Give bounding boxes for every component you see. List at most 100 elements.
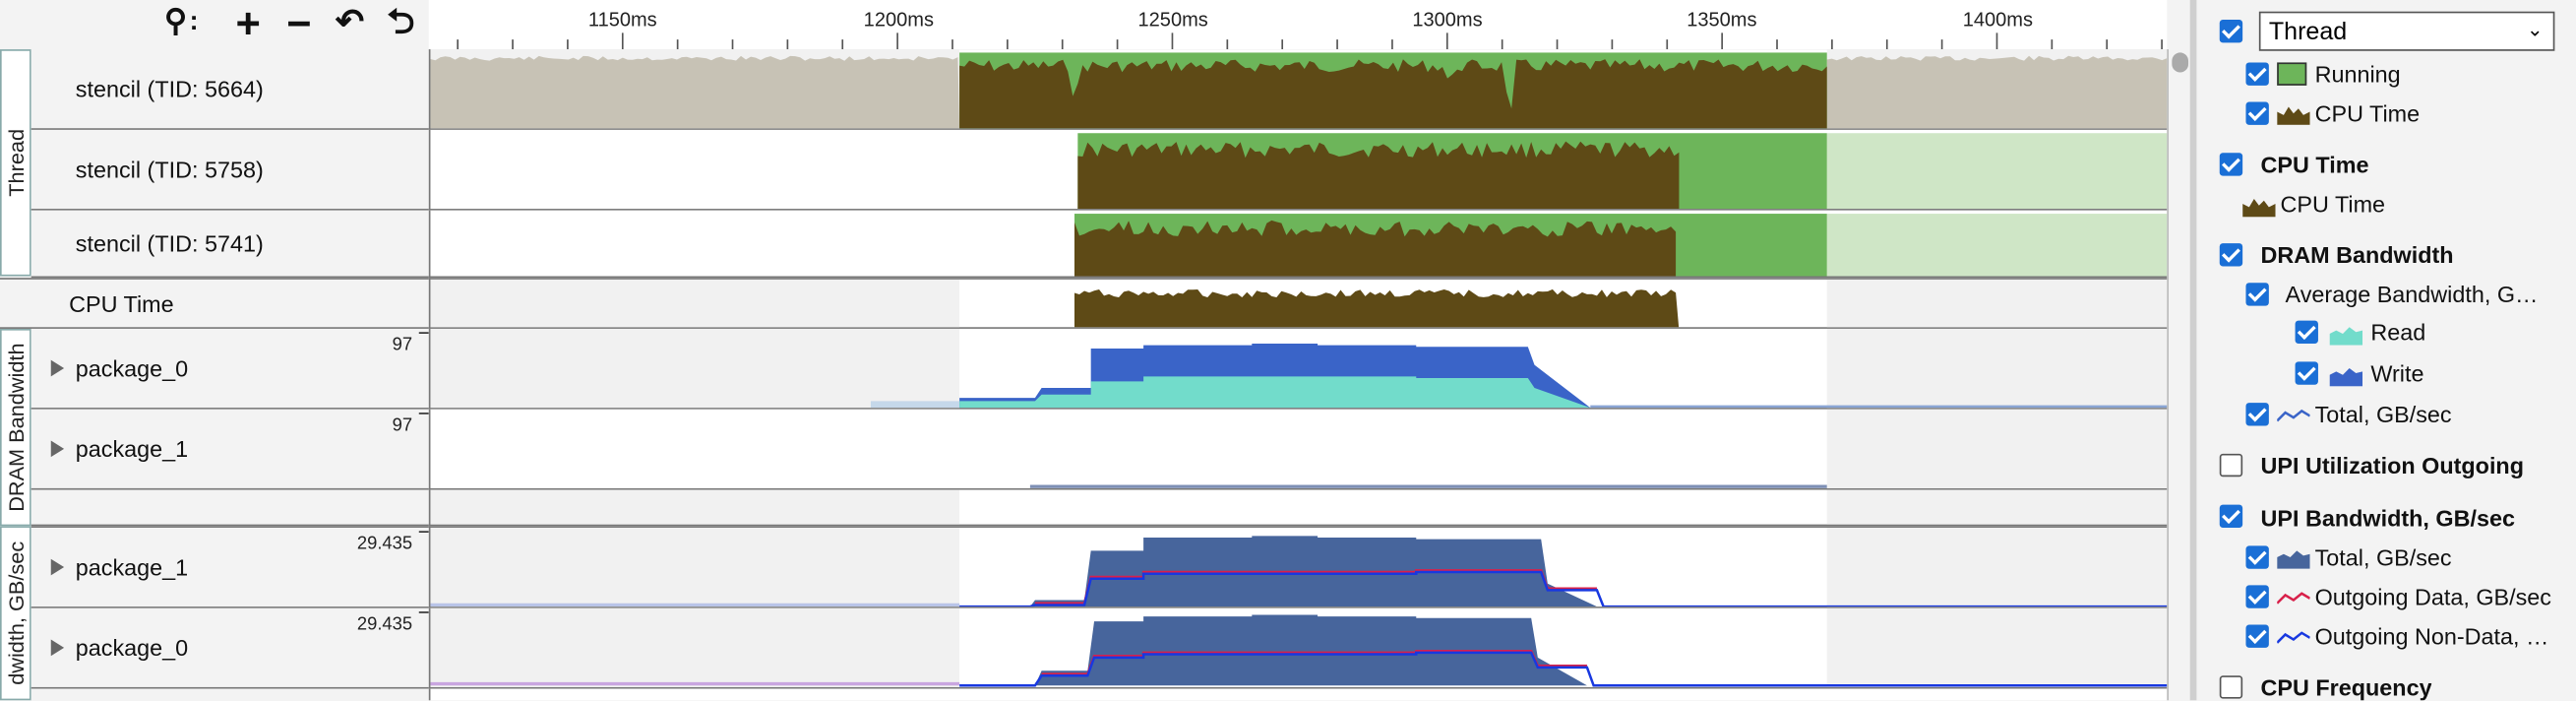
scale-tick: [418, 332, 429, 334]
pre-selection-shade: [430, 527, 960, 607]
track-cpu-time[interactable]: [428, 278, 2168, 329]
zoom-search-icon[interactable]: ⚲: [164, 5, 188, 40]
upi-outgoing-nondata-checkbox[interactable]: [2245, 624, 2269, 648]
post-selection-shade: [1826, 279, 2168, 328]
row-label-text: stencil (TID: 5758): [75, 156, 264, 183]
track-upi-package-0-graph: [430, 607, 2168, 687]
total-dram-checkbox[interactable]: [2245, 403, 2269, 426]
row-label-thread-5758[interactable]: stencil (TID: 5758): [31, 129, 429, 211]
running-checkbox[interactable]: [2245, 62, 2269, 86]
upi-outgoing-data-line-icon: [2277, 592, 2310, 605]
cpu-time-area: [1073, 220, 1677, 277]
row-scale-max: 29.435: [356, 614, 413, 635]
cpu-time-checkbox[interactable]: [2219, 153, 2243, 176]
cpu-time-swatch-icon: [2277, 106, 2310, 125]
upi-outgoing-nondata-line: [959, 651, 2168, 687]
legend-upi-outgoing-data-label: Outgoing Data, GB/sec: [2314, 583, 2551, 610]
upi-outgoing-nondata-line: [959, 570, 2168, 607]
group-upi: dwidth, GB/sec: [0, 526, 31, 701]
avg-bandwidth-checkbox[interactable]: [2245, 283, 2269, 306]
pre-selection-shade: [430, 489, 960, 525]
track-dram-package-0[interactable]: [428, 328, 2168, 410]
ruler-label-1250: 1250ms: [1137, 8, 1208, 32]
track-thread-5758[interactable]: [428, 129, 2168, 211]
legend-avg-bandwidth-label: Average Bandwidth, GB/sec: [2285, 281, 2541, 308]
scale-tick: [418, 531, 429, 533]
running-bar-outside: [1826, 214, 2168, 277]
upi-total-swatch-icon: [2277, 550, 2310, 569]
track-dram-package-1-graph: [1029, 409, 2168, 488]
scale-tick: [418, 413, 429, 414]
track-thread-5741[interactable]: [428, 210, 2168, 279]
thread-grouping-select[interactable]: Thread ⌄: [2258, 11, 2555, 51]
read-swatch-icon: [2329, 327, 2363, 346]
post-selection-shade: [1826, 489, 2168, 525]
track-empty: [428, 489, 2168, 527]
ruler-label-1400: 1400ms: [1962, 8, 2034, 32]
post-selection-shade: [1826, 328, 2168, 409]
post-selection-shade: [1826, 409, 2168, 488]
row-label-dram-package-0[interactable]: package_0 97: [31, 328, 429, 410]
expand-triangle-icon[interactable]: [50, 558, 65, 576]
upi-utilization-checkbox[interactable]: [2219, 453, 2243, 478]
legend-upi-util-header: UPI Utilization Outgoing: [2260, 452, 2524, 478]
row-label-text: stencil (TID: 5664): [75, 75, 264, 102]
dram-read-area: [959, 376, 1591, 409]
cpu-time-item-swatch-icon: [2242, 199, 2276, 218]
upi-bandwidth-checkbox[interactable]: [2219, 504, 2243, 528]
row-scale-max: 97: [392, 335, 413, 355]
row-label-thread-5664[interactable]: stencil (TID: 5664): [31, 49, 429, 130]
expand-triangle-icon[interactable]: [50, 440, 65, 458]
row-label-upi-package-0[interactable]: package_0 29.435: [31, 607, 429, 689]
legend-cpu-time-item: CPU Time: [2280, 190, 2386, 218]
expand-triangle-icon[interactable]: [50, 639, 65, 657]
thread-select-value: Thread: [2268, 18, 2348, 46]
zoom-out-icon[interactable]: −: [286, 0, 312, 48]
row-label-cpu-time[interactable]: CPU Time: [0, 278, 429, 329]
time-ruler[interactable]: 1150ms 1200ms 1250ms 1300ms 1350ms 1400m…: [428, 0, 2168, 51]
read-checkbox[interactable]: [2295, 320, 2318, 344]
cpu-time-area: [1077, 141, 1680, 210]
track-empty-graph: [430, 489, 2168, 525]
upi-total-checkbox[interactable]: [2245, 545, 2269, 569]
legend-running-label: Running: [2314, 60, 2401, 88]
track-cpu-time-graph: [430, 279, 2168, 328]
row-label-partial: [31, 688, 429, 701]
write-swatch-icon: [2329, 368, 2363, 387]
row-label-thread-5741[interactable]: stencil (TID: 5741): [31, 210, 429, 279]
upi-outgoing-data-checkbox[interactable]: [2245, 585, 2269, 608]
track-thread-5758-graph: [1077, 133, 2168, 210]
group-thread: Thread: [0, 49, 31, 277]
timeline-scrollbar[interactable]: [2167, 49, 2192, 701]
row-label-dram-package-1[interactable]: package_1 97: [31, 409, 429, 490]
track-upi-package-1-graph: [430, 527, 2168, 607]
row-label-empty: [31, 489, 429, 527]
dram-pre-area: [430, 401, 960, 409]
reset-zoom-icon[interactable]: ⮌: [387, 3, 415, 41]
row-label-upi-package-1[interactable]: package_1 29.435: [31, 526, 429, 608]
undo-zoom-icon[interactable]: ↶: [335, 3, 365, 41]
write-checkbox[interactable]: [2295, 361, 2318, 385]
zoom-in-icon[interactable]: +: [235, 0, 261, 48]
track-upi-package-0[interactable]: [428, 607, 2168, 689]
cpu-time-area: [1073, 288, 1680, 328]
row-label-text: package_1: [75, 553, 189, 581]
cpu-frequency-checkbox[interactable]: [2219, 675, 2243, 699]
thread-checkbox[interactable]: [2219, 20, 2243, 43]
legend-upi-total-label: Total, GB/sec: [2314, 543, 2452, 571]
track-thread-5664[interactable]: [428, 49, 2168, 130]
pre-selection-shade: [430, 328, 960, 409]
row-scale-max: 29.435: [356, 534, 413, 554]
track-upi-package-1[interactable]: [428, 526, 2168, 608]
track-dram-package-1[interactable]: [428, 409, 2168, 490]
ruler-label-1150: 1150ms: [587, 8, 657, 32]
upi-outgoing-nondata-line-icon: [2277, 631, 2310, 644]
scrollbar-thumb[interactable]: [2172, 52, 2189, 73]
idle-cpu-area-right: [1826, 55, 2168, 129]
expand-triangle-icon[interactable]: [50, 359, 65, 377]
cpu-time-sub-checkbox[interactable]: [2245, 101, 2269, 125]
dram-bandwidth-checkbox[interactable]: [2219, 243, 2243, 267]
track-partial: [428, 688, 2168, 701]
idle-cpu-area-left: [430, 55, 960, 129]
row-label-text: package_1: [75, 435, 189, 463]
